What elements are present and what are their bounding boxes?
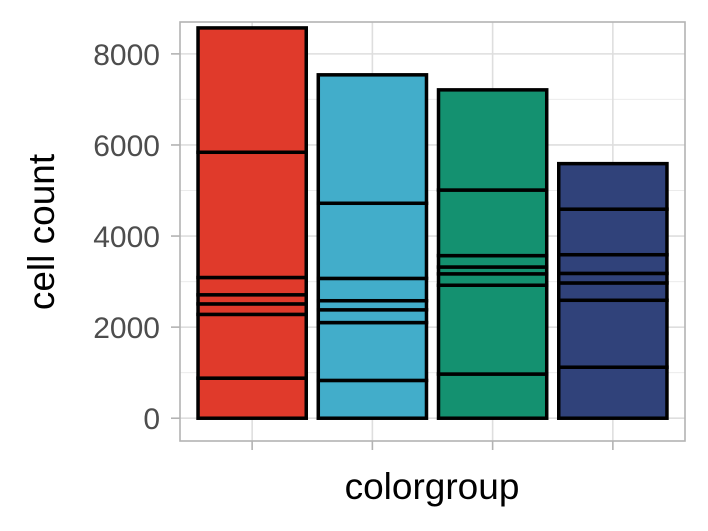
x-axis-ticks bbox=[251, 441, 614, 450]
bar-segment bbox=[196, 26, 309, 155]
y-tick-label: 0 bbox=[143, 403, 160, 436]
panel-border bbox=[179, 21, 686, 442]
y-tick-label: 6000 bbox=[93, 130, 160, 163]
bar-segment bbox=[557, 298, 669, 369]
bar-segment bbox=[557, 207, 669, 257]
bar-segment bbox=[557, 252, 669, 276]
bar-segment bbox=[316, 308, 429, 325]
bar-segment bbox=[196, 312, 309, 380]
bar-segment bbox=[316, 378, 429, 420]
bar-segment bbox=[557, 281, 669, 303]
bar-segment bbox=[557, 365, 669, 420]
y-axis-ticks: 0 2000 4000 6000 8000 bbox=[93, 39, 180, 436]
bar-segment bbox=[436, 283, 549, 376]
bar-segment bbox=[436, 188, 549, 258]
y-tick-label: 2000 bbox=[93, 312, 160, 345]
bar-segment bbox=[316, 276, 429, 303]
bar-segment bbox=[196, 150, 309, 280]
y-tick-label: 4000 bbox=[93, 221, 160, 254]
y-axis-title: cell count bbox=[21, 153, 62, 310]
bar-segment bbox=[196, 275, 309, 297]
bar-segment bbox=[316, 201, 429, 281]
bar-segment bbox=[196, 376, 309, 420]
bars bbox=[196, 26, 669, 420]
bar-segment bbox=[557, 161, 669, 211]
bar-segment bbox=[316, 320, 429, 383]
y-tick-label: 8000 bbox=[93, 39, 160, 72]
bar-segment bbox=[436, 372, 549, 420]
bar-segment bbox=[316, 73, 429, 206]
x-axis-title: colorgroup bbox=[345, 466, 520, 507]
bar-segment bbox=[436, 88, 549, 192]
